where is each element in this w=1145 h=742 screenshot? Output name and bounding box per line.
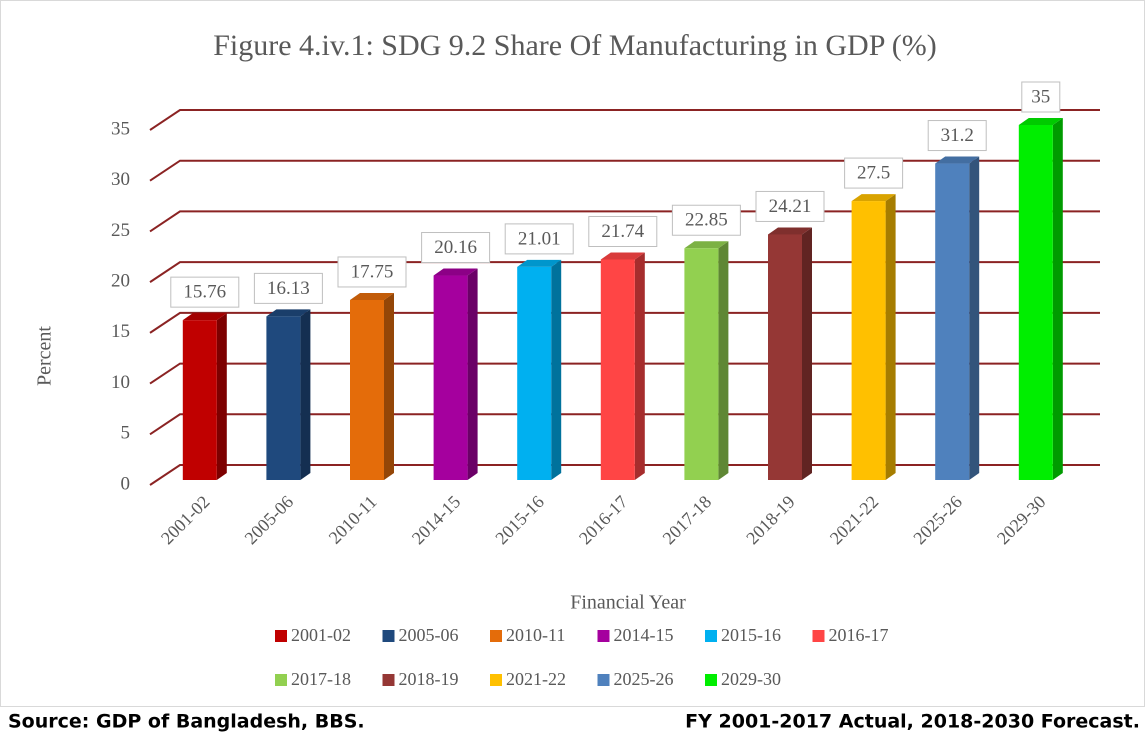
bar-side	[384, 292, 394, 480]
bar	[350, 299, 384, 480]
bar-top	[935, 156, 980, 164]
chart-title: Figure 4.iv.1: SDG 9.2 Share Of Manufact…	[213, 29, 937, 62]
bar	[266, 316, 301, 480]
value-label-box	[844, 157, 904, 189]
value-label: 21.74	[601, 221, 644, 242]
legend-label: 2010-11	[506, 625, 565, 645]
legend-label: 2005-06	[399, 625, 459, 645]
x-axis-label: Financial Year	[570, 592, 686, 614]
bar	[1018, 125, 1053, 480]
value-label-box	[170, 276, 240, 308]
y-tick-label: 20	[111, 271, 130, 292]
y-tick-label: 5	[121, 423, 131, 444]
value-label-box	[755, 190, 825, 222]
bar-side	[551, 259, 562, 480]
legend-label: 2014-15	[614, 625, 674, 645]
value-label: 24.21	[769, 196, 812, 217]
bar	[851, 201, 886, 481]
y-tick-label: 30	[111, 169, 130, 190]
y-axis-label: Percent	[34, 326, 56, 386]
y-tick-label: 25	[111, 220, 130, 241]
bar-side	[969, 156, 980, 481]
value-label: 35	[1031, 86, 1050, 107]
bar-side	[1052, 118, 1063, 480]
y-tick-label: 15	[111, 321, 130, 342]
bar-side	[300, 309, 311, 480]
legend-swatch	[490, 630, 502, 642]
legend-label: 2018-19	[399, 669, 459, 689]
bar-top	[851, 194, 896, 202]
bar-top	[266, 309, 311, 317]
value-label: 15.76	[183, 282, 226, 303]
value-label: 21.01	[518, 228, 561, 249]
legend-label: 2001-02	[291, 625, 351, 645]
bar-side	[634, 252, 645, 480]
bar-side	[802, 227, 812, 480]
value-label-box	[337, 256, 407, 288]
bar	[935, 163, 970, 481]
bar	[517, 266, 552, 480]
value-label-box	[504, 223, 574, 255]
legend-label: 2017-18	[291, 669, 351, 689]
value-label: 20.16	[434, 237, 477, 258]
legend-swatch	[275, 674, 287, 686]
bar-side	[467, 268, 478, 480]
value-label: 22.85	[685, 210, 728, 231]
source-note: Source: GDP of Bangladesh, BBS.	[8, 711, 365, 733]
value-label: 27.5	[857, 162, 890, 183]
bar-top	[350, 292, 394, 300]
y-tick-label: 35	[111, 118, 130, 139]
legend-swatch	[597, 630, 610, 642]
grid-line	[149, 109, 1100, 131]
legend-swatch	[382, 674, 395, 686]
legend-label: 2015-16	[721, 625, 781, 645]
bar	[182, 320, 217, 480]
bar-top	[768, 227, 812, 235]
value-label: 17.75	[351, 261, 394, 282]
bar-top	[433, 268, 478, 276]
legend-swatch	[812, 630, 825, 642]
legend-label: 2029-30	[721, 669, 781, 689]
bar-side	[718, 241, 729, 480]
bar-side	[216, 313, 227, 480]
value-label-box	[253, 272, 323, 304]
legend-swatch	[275, 630, 287, 642]
legend-swatch	[490, 674, 502, 686]
legend-swatch	[382, 630, 395, 642]
legend-swatch	[705, 630, 717, 642]
bar-top	[517, 259, 562, 267]
bar	[433, 275, 468, 480]
grid-line	[149, 159, 1100, 182]
bar	[684, 248, 719, 480]
value-label-box	[927, 120, 987, 152]
bar-top	[1018, 118, 1063, 125]
legend-swatch	[597, 674, 610, 686]
bar-top	[684, 241, 729, 249]
value-label: 16.13	[267, 278, 310, 299]
bar-top	[600, 252, 645, 260]
bar	[768, 234, 802, 480]
bar-side	[885, 194, 896, 481]
value-label-box	[1021, 81, 1061, 113]
y-tick-label: 10	[111, 372, 130, 393]
forecast-note: FY 2001-2017 Actual, 2018-2030 Forecast.	[685, 711, 1140, 733]
legend-label: 2021-22	[506, 669, 566, 689]
value-label-box	[421, 232, 491, 264]
legend-swatch	[705, 674, 717, 686]
legend-label: 2016-17	[829, 625, 889, 645]
value-label-box	[671, 204, 741, 236]
value-label: 31.2	[941, 125, 974, 146]
bar-top	[182, 313, 227, 321]
y-tick-label: 0	[121, 473, 131, 494]
legend-label: 2025-26	[614, 669, 674, 689]
bar	[600, 259, 635, 480]
value-label-box	[588, 215, 658, 247]
